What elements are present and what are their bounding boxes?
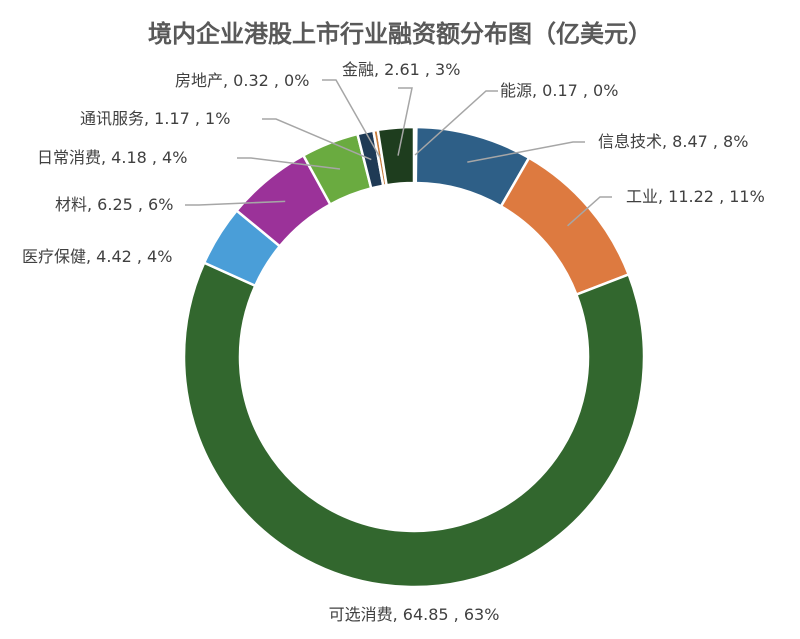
data-label-房地产: 房地产, 0.32 , 0% (175, 71, 309, 90)
data-label-医疗保健: 医疗保健, 4.42 , 4% (22, 247, 172, 266)
chart-title: 境内企业港股上市行业融资额分布图（亿美元） (148, 20, 652, 48)
slice-可选消费 (182, 261, 646, 589)
leader-line-通讯服务 (262, 118, 372, 161)
data-label-信息技术: 信息技术, 8.47 , 8% (598, 132, 748, 151)
slice-工业 (499, 156, 631, 297)
leader-line-信息技术 (467, 141, 585, 163)
leader-line-房地产 (322, 79, 381, 159)
data-label-可选消费: 可选消费, 64.85 , 63% (329, 605, 500, 624)
data-label-材料: 材料, 6.25 , 6% (55, 195, 173, 214)
data-label-工业: 工业, 11.22 , 11% (626, 187, 765, 206)
leader-line-日常消费 (237, 157, 341, 170)
slice-金融 (376, 125, 416, 187)
leader-line-工业 (567, 196, 612, 227)
data-label-能源: 能源, 0.17 , 0% (500, 81, 618, 100)
leader-line-金融 (397, 87, 413, 156)
leader-line-能源 (414, 90, 498, 156)
leader-line-材料 (185, 200, 286, 206)
data-label-金融: 金融, 2.61 , 3% (342, 60, 460, 79)
data-label-日常消费: 日常消费, 4.18 , 4% (37, 148, 187, 167)
data-label-通讯服务: 通讯服务, 1.17 , 1% (80, 109, 230, 128)
